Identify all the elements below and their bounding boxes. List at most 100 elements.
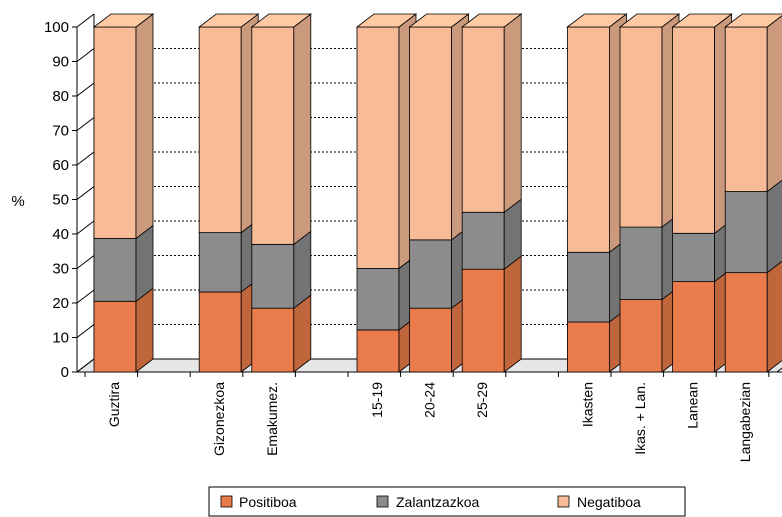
x-tick-label: Gizonezkoa [211,382,227,456]
bar-segment-negatiboa-3 [250,13,312,246]
bar-front [724,26,768,192]
bar-top [408,13,470,28]
bar-front [567,321,610,373]
bar-front [672,281,715,373]
bar-segment-zalantzazkoa-3 [251,230,312,309]
bar-front [198,291,242,373]
bars [92,13,782,373]
legend: Positiboa Zalantzazkoa Negatiboa [208,486,686,517]
bar-side [766,15,782,193]
y-tick-depth [76,117,95,131]
y-tick-label: 80 [52,88,69,105]
x-tick-label: Lanean [685,382,701,429]
x-tick-label: Ikasten [579,382,595,427]
x-tick-label: 20-24 [422,382,438,418]
legend-box [208,486,686,517]
bar-segment-negatiboa-2 [198,13,260,234]
bar-front [251,26,295,245]
bar-segment-negatiboa-11 [671,13,733,235]
bar-segment-positiboa-12 [724,260,782,373]
bar-segment-negatiboa-6 [408,13,470,241]
bar-side [135,287,154,373]
y-tick-depth [76,358,95,373]
bar-segment-negatiboa-10 [618,13,681,228]
y-tick-depth [76,255,95,269]
bar-front [198,26,242,234]
bar-segment-negatiboa-9 [566,13,628,254]
bar-front [461,211,505,270]
bar-front [251,307,295,373]
bar-front [93,26,137,239]
bar-front [409,26,453,241]
y-tick-label: 40 [52,226,69,243]
bar-front [409,307,453,373]
x-tick-label: Emakumez. [264,382,280,456]
y-axis-label: % [11,193,24,210]
bar-front [356,26,400,269]
bar-front [619,299,663,373]
y-tick-label: 90 [52,54,69,71]
bar-front [567,26,610,253]
legend-swatch-zalantzazkoa [376,495,389,508]
y-tick-label: 70 [52,123,69,140]
legend-label-zalantzazkoa: Zalantzazkoa [396,494,479,510]
bar-front [93,238,137,302]
bar-segment-zalantzazkoa-6 [409,226,470,309]
bar-top [671,13,733,28]
x-tick-label: Ikas. + Lan. [632,382,648,455]
legend-label-positiboa: Positiboa [239,494,297,510]
y-tick-label: 50 [52,192,69,209]
y-tick-label: 60 [52,157,69,174]
x-tick-label: Langabezian [737,382,753,462]
bar-front [409,239,453,309]
x-tick-label: 25-29 [474,382,490,418]
bar-front [724,191,768,274]
bar-front [619,226,663,300]
legend-label-negatiboa: Negatiboa [577,494,641,510]
bar-front [198,232,242,293]
bar-side [503,255,522,373]
y-tick-label: 0 [61,364,69,381]
bar-front [251,243,295,309]
bar-front [356,268,400,331]
bar-front [93,300,137,373]
x-tick-labels: Guztira Gizonezkoa Emakumez. 15-19 20-24 25-2… [106,382,753,462]
bar-top [618,13,681,28]
bar-side [766,179,782,274]
bar-segment-zalantzazkoa-7 [461,198,522,270]
y-tick-depth [76,220,95,235]
bar-segment-positiboa-11 [672,267,732,373]
bar-front [672,26,715,234]
bar-segment-positiboa-2 [198,278,259,373]
bar-front [724,272,768,373]
legend-swatch-negatiboa [557,495,570,508]
y-tick-depth [76,324,95,338]
y-tick-label: 30 [52,261,69,278]
bar-segment-negatiboa-7 [461,13,523,214]
bar-side [293,13,312,246]
bar-side [503,13,522,214]
bar-segment-negatiboa-12 [724,13,782,193]
bar-front [567,251,610,323]
y-tick-depth [76,289,95,304]
y-tick-label: 100 [44,19,69,36]
y-tick-depth [76,82,95,97]
y-tick-depth [76,48,95,62]
bar-top [92,13,155,28]
bar-top [724,13,782,28]
bar-front [619,26,663,228]
y-tick-depth [76,186,95,200]
bar-front [356,329,400,373]
legend-swatch-positiboa [220,495,233,508]
bar-top [461,13,523,28]
bar-front [461,268,505,373]
bar-segment-positiboa-0 [93,287,154,373]
bar-front [672,232,715,283]
bar-top [250,13,312,28]
y-tick-label: 10 [52,330,69,347]
bar-segment-negatiboa-0 [92,13,155,240]
bar-top [566,13,628,28]
y-tick-label: 20 [52,295,69,312]
bar-side [135,13,154,240]
